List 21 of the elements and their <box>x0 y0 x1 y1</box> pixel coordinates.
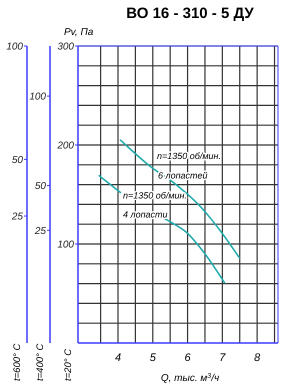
y3-tick-label: 100 <box>29 92 46 103</box>
chart-title: ВО 16 - 310 - 5 ДУ <box>126 5 254 22</box>
x-axis-title: Q, тыс. м$^{3}$/ч <box>160 372 220 384</box>
y3-tick-label: 50 <box>34 181 46 192</box>
x-tick-label: 8 <box>254 352 262 364</box>
x-tick-label: 6 <box>184 352 192 364</box>
x-tick-label: 7 <box>219 352 226 364</box>
y2-tick-label: 25 <box>10 212 24 223</box>
y-tick-label: 300 <box>57 42 74 52</box>
x-tick-label: 5 <box>150 352 157 364</box>
y2-tick-label: 100 <box>6 42 24 52</box>
y-axis-title: Pv, Па <box>64 27 94 38</box>
y2-axis-title: t=600° C <box>12 344 23 381</box>
line-series <box>120 139 240 259</box>
y2-tick-label: 50 <box>12 154 24 166</box>
y-tick-label: 100 <box>57 240 74 250</box>
text: t=20° C <box>63 348 74 381</box>
y3-tick-label: 25 <box>34 226 46 237</box>
x-tick-label: 4 <box>114 352 122 364</box>
y3-axis-title: t=400° C <box>35 344 46 381</box>
y-tick-label: 200 <box>56 140 74 152</box>
